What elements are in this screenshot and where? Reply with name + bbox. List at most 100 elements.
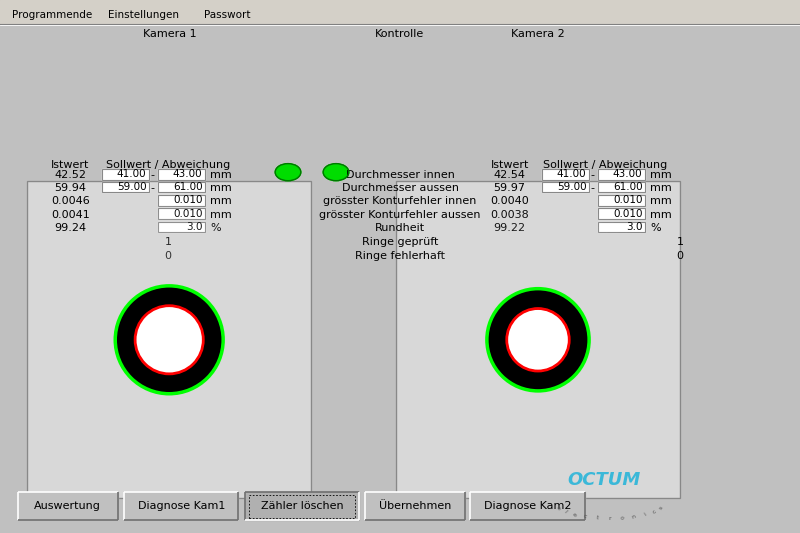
Bar	[158, 182, 205, 192]
Text: mm: mm	[210, 183, 232, 193]
Text: mm: mm	[210, 197, 232, 206]
Circle shape	[275, 164, 301, 181]
Text: Kontrolle: Kontrolle	[375, 29, 425, 38]
Text: i: i	[642, 512, 647, 517]
Text: Zähler löschen: Zähler löschen	[261, 502, 343, 511]
Text: 59.00: 59.00	[117, 182, 146, 192]
Text: Ringe fehlerhaft: Ringe fehlerhaft	[355, 251, 445, 261]
Text: 43.00: 43.00	[173, 169, 202, 179]
Text: r: r	[608, 516, 611, 521]
Text: mm: mm	[650, 210, 672, 220]
Text: s: s	[658, 505, 665, 511]
Text: 0.010: 0.010	[173, 196, 202, 205]
Text: 59.97: 59.97	[494, 183, 526, 193]
Bar	[542, 169, 589, 180]
Bar	[598, 169, 645, 180]
Text: 1: 1	[165, 237, 171, 247]
Text: 0.0040: 0.0040	[490, 197, 529, 206]
Text: %: %	[650, 223, 661, 233]
Bar	[158, 195, 205, 206]
Text: 0.0046: 0.0046	[51, 197, 90, 206]
Text: 61.00: 61.00	[173, 182, 202, 192]
Text: Kamera 1: Kamera 1	[142, 29, 197, 38]
Text: -: -	[150, 171, 154, 180]
Bar	[27, 181, 311, 498]
Bar	[598, 195, 645, 206]
Text: mm: mm	[650, 197, 672, 206]
Text: Einstellungen: Einstellungen	[108, 10, 179, 20]
Text: OCTUM: OCTUM	[567, 471, 641, 489]
Text: Kamera 2: Kamera 2	[510, 29, 565, 38]
Text: Programmende: Programmende	[12, 10, 92, 20]
Circle shape	[115, 286, 223, 394]
Text: grösster Konturfehler aussen: grösster Konturfehler aussen	[319, 210, 481, 220]
Bar	[598, 182, 645, 192]
Text: 0.0038: 0.0038	[490, 210, 529, 220]
Circle shape	[323, 164, 349, 181]
Text: 0.010: 0.010	[613, 209, 642, 219]
Text: 59.94: 59.94	[54, 183, 86, 193]
Bar	[598, 208, 645, 219]
Text: Diagnose Kam1: Diagnose Kam1	[138, 502, 225, 511]
Bar	[158, 195, 205, 206]
Bar	[158, 222, 205, 232]
Text: Rundheit: Rundheit	[375, 223, 425, 233]
Text: l: l	[562, 509, 567, 514]
Bar	[542, 182, 589, 192]
Text: Sollwert / Abweichung: Sollwert / Abweichung	[543, 160, 668, 169]
Text: Ringe geprüft: Ringe geprüft	[362, 237, 438, 247]
Text: 61.00: 61.00	[613, 182, 642, 192]
Bar	[598, 208, 645, 219]
Bar	[102, 182, 149, 192]
Text: Passwort: Passwort	[204, 10, 250, 20]
Bar	[598, 182, 645, 192]
Text: e: e	[554, 505, 561, 511]
Text: 41.00: 41.00	[557, 169, 586, 179]
Text: mm: mm	[650, 183, 672, 193]
Text: 43.00: 43.00	[613, 169, 642, 179]
Bar	[598, 169, 645, 180]
Bar	[542, 169, 589, 180]
Bar	[158, 208, 205, 219]
Bar	[158, 222, 205, 232]
Bar	[158, 182, 205, 192]
Text: o: o	[620, 515, 625, 521]
Text: 3.0: 3.0	[186, 222, 202, 232]
Text: c: c	[651, 508, 658, 514]
Bar	[102, 169, 149, 180]
Text: %: %	[210, 223, 221, 233]
Text: 42.52: 42.52	[54, 171, 86, 180]
Text: t: t	[595, 515, 599, 521]
Text: c: c	[582, 514, 588, 520]
Text: Durchmesser aussen: Durchmesser aussen	[342, 183, 458, 193]
Text: 0: 0	[165, 251, 171, 261]
Bar	[0, 0, 800, 24]
Text: e: e	[571, 511, 578, 518]
Text: mm: mm	[650, 171, 672, 180]
Text: Istwert: Istwert	[490, 160, 529, 169]
Circle shape	[487, 289, 589, 391]
Bar	[27, 181, 311, 498]
Text: 0.010: 0.010	[613, 196, 642, 205]
Bar	[396, 181, 680, 498]
Text: 99.24: 99.24	[54, 223, 86, 233]
Text: Übernehmen: Übernehmen	[378, 502, 451, 511]
Text: Sollwert / Abweichung: Sollwert / Abweichung	[106, 160, 230, 169]
Bar	[245, 492, 359, 520]
Text: 1: 1	[677, 237, 683, 247]
Text: 3.0: 3.0	[626, 222, 642, 232]
Bar	[18, 492, 118, 520]
Bar	[470, 492, 585, 520]
Bar	[598, 195, 645, 206]
Bar	[598, 222, 645, 232]
Text: Auswertung: Auswertung	[34, 502, 101, 511]
Bar	[598, 222, 645, 232]
Text: -: -	[590, 183, 594, 193]
Bar	[124, 492, 238, 520]
Bar	[158, 208, 205, 219]
Text: 0.010: 0.010	[173, 209, 202, 219]
Circle shape	[135, 306, 203, 374]
Bar	[158, 169, 205, 180]
Text: -: -	[150, 183, 154, 193]
Bar	[102, 169, 149, 180]
